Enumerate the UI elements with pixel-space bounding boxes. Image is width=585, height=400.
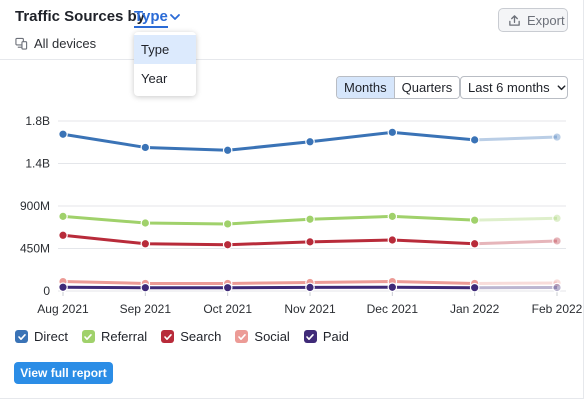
series-projection-referral (474, 216, 558, 222)
y-tick-label: 1.4B (25, 157, 50, 171)
x-tick-label: Sep 2021 (120, 302, 172, 316)
data-point-referral (222, 219, 233, 229)
legend-item-search[interactable]: Search (161, 329, 221, 344)
check-icon (84, 333, 93, 340)
series-projection-direct (474, 135, 558, 142)
data-point-direct (387, 127, 398, 138)
type-dropdown-menu: Type Year (134, 32, 196, 96)
check-icon (163, 333, 172, 340)
period-select[interactable]: Last 6 months (460, 76, 568, 99)
series-projection-search (474, 239, 558, 246)
legend-label-social: Social (254, 329, 290, 344)
data-point-paid (140, 282, 151, 293)
view-full-report-button[interactable]: View full report (14, 362, 113, 384)
data-point-paid (222, 282, 233, 293)
data-point-paid (387, 282, 398, 293)
check-icon (238, 333, 246, 340)
export-label: Export (527, 12, 565, 28)
device-filter[interactable]: All devices (15, 36, 96, 51)
x-tick-label: Aug 2021 (37, 302, 89, 316)
legend-item-direct[interactable]: Direct (15, 329, 68, 344)
period-label: Last 6 months (468, 80, 550, 95)
data-point-search (552, 236, 562, 246)
data-point-referral (305, 214, 315, 225)
months-button[interactable]: Months (337, 77, 394, 98)
social-checkbox[interactable] (235, 330, 249, 343)
data-point-direct (552, 132, 562, 142)
data-point-direct (469, 135, 480, 145)
check-icon (17, 333, 26, 340)
data-point-referral (552, 213, 562, 224)
data-point-direct (222, 145, 233, 156)
data-point-direct (58, 129, 68, 140)
export-icon (509, 14, 520, 26)
series-line-social (62, 280, 475, 285)
legend-item-paid[interactable]: Paid (303, 329, 349, 344)
data-point-search (387, 235, 398, 245)
dropdown-option-year[interactable]: Year (141, 71, 168, 86)
data-point-paid (58, 282, 68, 293)
legend-label-search: Search (180, 329, 222, 344)
x-tick-label: Jan 2022 (450, 302, 500, 316)
x-tick-label: Nov 2021 (284, 302, 336, 316)
legend-item-social[interactable]: Social (235, 329, 290, 344)
x-tick-label: Oct 2021 (203, 302, 252, 316)
devices-icon (15, 37, 28, 50)
y-tick-label: 1.8B (25, 114, 50, 128)
referral-checkbox[interactable] (81, 330, 95, 343)
direct-checkbox[interactable] (15, 330, 28, 343)
data-point-search (222, 239, 233, 250)
data-point-direct (140, 142, 151, 153)
paid-checkbox[interactable] (303, 330, 317, 343)
x-tick-label: Dec 2021 (367, 302, 419, 316)
traffic-line-chart: 0 450M 900M 1.4B 1.8B Aug 2021 Sep 2021 Oct 202… (20, 114, 583, 316)
chart-legend: Direct Referral Search Social Paid (15, 329, 349, 344)
data-point-paid (469, 282, 480, 293)
dropdown-option-type[interactable]: Type (134, 35, 196, 64)
data-point-search (305, 237, 315, 247)
granularity-toggle: Months Quarters (336, 76, 461, 99)
data-point-paid (305, 282, 315, 293)
search-checkbox[interactable] (161, 330, 175, 343)
data-point-direct (305, 136, 315, 147)
data-point-referral (58, 211, 68, 222)
header-divider (0, 59, 584, 60)
export-button[interactable]: Export (498, 8, 568, 32)
check-icon (306, 333, 315, 340)
data-point-search (58, 230, 68, 241)
legend-label-referral: Referral (100, 329, 148, 344)
data-point-referral (140, 218, 151, 228)
legend-label-paid: Paid (322, 329, 349, 344)
chevron-down-icon (557, 85, 566, 91)
x-tick-label: Feb 2022 (532, 302, 583, 316)
y-tick-label: 900M (20, 199, 50, 213)
devices-label: All devices (34, 36, 97, 51)
data-point-referral (469, 215, 480, 225)
data-point-referral (387, 211, 398, 222)
data-point-search (140, 238, 151, 249)
legend-item-referral[interactable]: Referral (81, 329, 148, 344)
series-line-search (62, 233, 475, 247)
series-line-referral (62, 214, 475, 226)
quarters-button[interactable]: Quarters (393, 77, 460, 98)
data-point-paid (552, 282, 562, 293)
series-line-direct (62, 130, 475, 152)
widget-title: Traffic Sources by (15, 8, 146, 25)
chevron-down-icon[interactable] (168, 10, 182, 24)
legend-label-direct: Direct (34, 329, 68, 344)
y-tick-label: 450M (20, 242, 50, 256)
data-point-search (469, 238, 480, 249)
y-tick-label: 0 (43, 284, 50, 298)
type-selector[interactable]: Type (134, 8, 168, 28)
